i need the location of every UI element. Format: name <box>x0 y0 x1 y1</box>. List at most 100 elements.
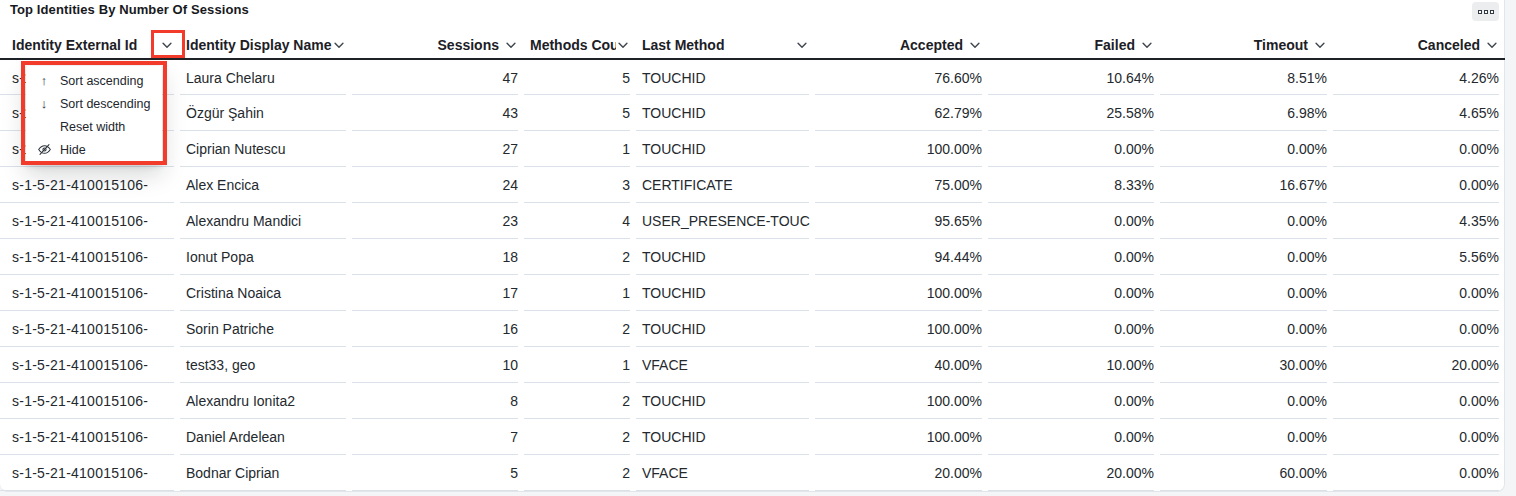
cell-methods-count: 3 <box>524 167 636 203</box>
column-header-methods-count[interactable]: Methods Count <box>524 31 636 59</box>
cell-timeout: 0.00% <box>1160 311 1333 347</box>
column-label: Canceled <box>1418 37 1480 53</box>
cell-timeout: 0.00% <box>1160 203 1333 239</box>
cell-accepted: 94.44% <box>815 239 988 275</box>
column-label: Sessions <box>438 37 499 53</box>
cell-sessions: 8 <box>352 383 524 419</box>
arrow-up-icon: ↑ <box>36 73 52 88</box>
cell-methods-count: 5 <box>524 95 636 131</box>
cell-failed: 10.00% <box>988 347 1160 383</box>
chevron-down-icon[interactable] <box>332 38 346 52</box>
cell-external-id: s-1-5-21-410015106- <box>0 383 180 419</box>
table-row: s-1-5-21-410015106-Bodnar Ciprian52VFACE… <box>0 455 1505 491</box>
cell-display-name: Sorin Patriche <box>180 311 352 347</box>
column-label: Identity Display Name <box>186 37 332 53</box>
cell-timeout: 60.00% <box>1160 455 1333 491</box>
cell-display-name: Özgür Şahin <box>180 95 352 131</box>
column-header-display-name[interactable]: Identity Display Name <box>180 31 352 59</box>
chevron-down-icon[interactable] <box>160 38 174 52</box>
chevron-down-icon[interactable] <box>1140 38 1154 52</box>
cell-failed: 0.00% <box>988 131 1160 167</box>
cell-canceled: 0.00% <box>1333 419 1505 455</box>
panel-options-icon <box>1478 10 1482 14</box>
cell-display-name: Bodnar Ciprian <box>180 455 352 491</box>
panel-options-button[interactable] <box>1472 2 1499 21</box>
cell-methods-count: 2 <box>524 419 636 455</box>
cell-sessions: 16 <box>352 311 524 347</box>
cell-timeout: 6.98% <box>1160 95 1333 131</box>
menu-item-reset-width[interactable]: Reset width <box>26 115 162 138</box>
cell-accepted: 76.60% <box>815 59 988 95</box>
table-row: s-1-5-21-410015106-Alexandru Mandici234U… <box>0 203 1505 239</box>
cell-methods-count: 1 <box>524 275 636 311</box>
cell-last-method: TOUCHID <box>636 131 815 167</box>
panel-title: Top Identities By Number Of Sessions <box>10 2 249 17</box>
cell-canceled: 4.65% <box>1333 95 1505 131</box>
cell-display-name: Laura Chelaru <box>180 59 352 95</box>
cell-display-name: Alexandru Ionita2 <box>180 383 352 419</box>
cell-canceled: 20.00% <box>1333 347 1505 383</box>
column-label: Failed <box>1095 37 1135 53</box>
cell-timeout: 30.00% <box>1160 347 1333 383</box>
column-header-failed[interactable]: Failed <box>988 31 1160 59</box>
cell-last-method: USER_PRESENCE-TOUC <box>636 203 815 239</box>
column-header-external-id[interactable]: Identity External Id <box>0 31 180 59</box>
cell-sessions: 7 <box>352 419 524 455</box>
cell-display-name: Alex Encica <box>180 167 352 203</box>
table-row: s-1-5-21-410015106-Laura Chelaru475TOUCH… <box>0 59 1505 95</box>
cell-last-method: TOUCHID <box>636 311 815 347</box>
cell-external-id: s-1-5-21-410015106- <box>0 455 180 491</box>
cell-canceled: 0.00% <box>1333 131 1505 167</box>
cell-canceled: 0.00% <box>1333 383 1505 419</box>
cell-methods-count: 1 <box>524 347 636 383</box>
cell-timeout: 0.00% <box>1160 419 1333 455</box>
menu-item-sort-ascending[interactable]: ↑Sort ascending <box>26 69 162 92</box>
menu-item-sort-descending[interactable]: ↓Sort descending <box>26 92 162 115</box>
chevron-down-icon[interactable] <box>616 38 630 52</box>
column-header-canceled[interactable]: Canceled <box>1333 31 1505 59</box>
chevron-down-icon[interactable] <box>1313 38 1327 52</box>
table-row: s-1-5-21-410015106-test33, geo101VFACE40… <box>0 347 1505 383</box>
cell-methods-count: 2 <box>524 383 636 419</box>
column-label: Accepted <box>900 37 963 53</box>
cell-canceled: 4.26% <box>1333 59 1505 95</box>
table-row: s-1-5-21-410015106-Ciprian Nutescu271TOU… <box>0 131 1505 167</box>
chevron-down-icon[interactable] <box>795 38 809 52</box>
cell-failed: 0.00% <box>988 311 1160 347</box>
chevron-down-icon[interactable] <box>504 38 518 52</box>
cell-timeout: 0.00% <box>1160 383 1333 419</box>
cell-accepted: 20.00% <box>815 455 988 491</box>
column-context-menu: ↑Sort ascending↓Sort descendingReset wid… <box>26 66 162 164</box>
cell-accepted: 62.79% <box>815 95 988 131</box>
table-row: s-1-5-21-410015106-Alexandru Ionita282TO… <box>0 383 1505 419</box>
cell-canceled: 5.56% <box>1333 239 1505 275</box>
table-row: s-1-5-21-410015106-Özgür Şahin435TOUCHID… <box>0 95 1505 131</box>
cell-accepted: 100.00% <box>815 311 988 347</box>
cell-sessions: 17 <box>352 275 524 311</box>
cell-timeout: 16.67% <box>1160 167 1333 203</box>
cell-display-name: Daniel Ardelean <box>180 419 352 455</box>
identities-table: Identity External Id Identity Display Nam… <box>0 31 1505 491</box>
cell-failed: 25.58% <box>988 95 1160 131</box>
cell-canceled: 0.00% <box>1333 275 1505 311</box>
column-header-last-method[interactable]: Last Method <box>636 31 815 59</box>
column-header-accepted[interactable]: Accepted <box>815 31 988 59</box>
column-header-sessions[interactable]: Sessions <box>352 31 524 59</box>
table-row: s-1-5-21-410015106-Ionut Popa182TOUCHID9… <box>0 239 1505 275</box>
cell-display-name: test33, geo <box>180 347 352 383</box>
column-header-timeout[interactable]: Timeout <box>1160 31 1333 59</box>
cell-failed: 0.00% <box>988 239 1160 275</box>
cell-display-name: Ciprian Nutescu <box>180 131 352 167</box>
menu-item-label: Hide <box>60 143 86 157</box>
table-row: s-1-5-21-410015106-Sorin Patriche162TOUC… <box>0 311 1505 347</box>
chevron-down-icon[interactable] <box>1485 38 1499 52</box>
cell-methods-count: 4 <box>524 203 636 239</box>
table-row: s-1-5-21-410015106-Cristina Noaica171TOU… <box>0 275 1505 311</box>
eye-off-icon <box>36 142 52 157</box>
column-label: Identity External Id <box>12 37 137 53</box>
cell-methods-count: 2 <box>524 239 636 275</box>
chevron-down-icon[interactable] <box>968 38 982 52</box>
menu-item-hide[interactable]: Hide <box>26 138 162 161</box>
cell-sessions: 43 <box>352 95 524 131</box>
cell-last-method: CERTIFICATE <box>636 167 815 203</box>
